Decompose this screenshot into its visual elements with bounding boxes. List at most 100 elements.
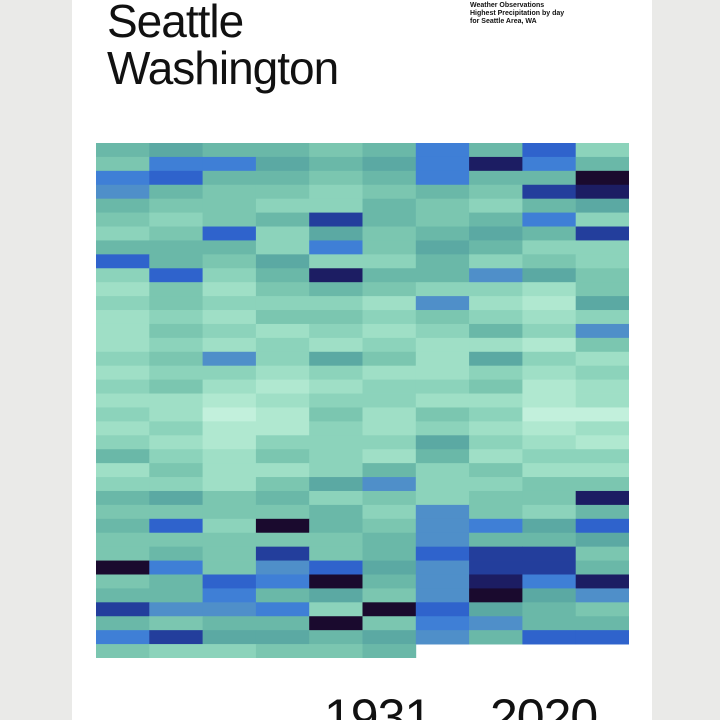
- heatmap-cell: [96, 212, 150, 227]
- heatmap-cell: [202, 323, 257, 339]
- heatmap-cell: [255, 490, 310, 506]
- heatmap-cell: [469, 184, 523, 200]
- heatmap-cell: [202, 616, 257, 631]
- heatmap-cell: [415, 170, 470, 186]
- heatmap-cell: [202, 379, 257, 394]
- heatmap-cell: [362, 393, 417, 408]
- heatmap-cell: [255, 477, 310, 492]
- heatmap-cell: [415, 268, 470, 283]
- heatmap-cell: [575, 477, 629, 492]
- heatmap-cell: [575, 323, 629, 339]
- heatmap-cell: [309, 463, 363, 478]
- heatmap-cell: [469, 393, 523, 408]
- heatmap-cell: [362, 449, 417, 464]
- heatmap-cell: [575, 616, 629, 631]
- heatmap-cell: [149, 365, 203, 381]
- heatmap-cell: [309, 449, 363, 464]
- heatmap-cell: [96, 421, 150, 436]
- heatmap-cell: [469, 449, 523, 464]
- heatmap-cell: [309, 588, 363, 603]
- heatmap-cell: [96, 490, 150, 506]
- heatmap-cell: [469, 435, 523, 450]
- heatmap-cell: [469, 560, 523, 575]
- heatmap-cell: [522, 449, 577, 464]
- heatmap-cell: [522, 268, 577, 283]
- heatmap-cell: [469, 574, 523, 589]
- heatmap-cell: [309, 268, 363, 283]
- heatmap-cell: [362, 143, 417, 158]
- heatmap-cell: [255, 170, 310, 186]
- heatmap-cell: [255, 156, 310, 172]
- heatmap-cell: [202, 212, 257, 227]
- heatmap-cell: [202, 310, 257, 325]
- heatmap-cell: [96, 254, 150, 269]
- heatmap-cell: [255, 504, 310, 520]
- heatmap-cell: [415, 532, 470, 548]
- heatmap-cell: [96, 198, 150, 213]
- heatmap-cell: [469, 546, 523, 561]
- heatmap-cell: [202, 630, 257, 645]
- heatmap-cell: [255, 282, 310, 297]
- heatmap-cell: [149, 407, 203, 422]
- heatmap-cell: [149, 337, 203, 353]
- heatmap-cell: [575, 393, 629, 408]
- heatmap-cell: [522, 616, 577, 631]
- heatmap-cell: [522, 477, 577, 492]
- heatmap-cell: [415, 504, 470, 520]
- heatmap-cell: [309, 407, 363, 422]
- heatmap-cell: [362, 268, 417, 283]
- heatmap-cell: [202, 504, 257, 520]
- heatmap-cell: [309, 282, 363, 297]
- heatmap-cell: [522, 156, 577, 172]
- heatmap-cell: [202, 143, 257, 158]
- heatmap-cell: [202, 296, 257, 311]
- heatmap-cell: [96, 435, 150, 450]
- heatmap-cell: [96, 351, 150, 367]
- heatmap-cell: [96, 574, 150, 589]
- heatmap-cell: [202, 184, 257, 200]
- heatmap-cell: [309, 296, 363, 311]
- heatmap-cell: [202, 463, 257, 478]
- heatmap-cell: [575, 407, 629, 422]
- heatmap-cell: [575, 310, 629, 325]
- heatmap-cell: [255, 421, 310, 436]
- heatmap-cell: [575, 170, 629, 186]
- heatmap-cell: [362, 490, 417, 506]
- heatmap-cell: [362, 184, 417, 200]
- heatmap-cell: [469, 518, 523, 534]
- heatmap-cell: [255, 226, 310, 241]
- heatmap-cell: [522, 282, 577, 297]
- heatmap-cell: [149, 504, 203, 520]
- heatmap-cell: [309, 198, 363, 213]
- heatmap-cell: [575, 365, 629, 381]
- heatmap-cell: [522, 504, 577, 520]
- heatmap-cell: [96, 588, 150, 603]
- heatmap-cell: [309, 616, 363, 631]
- heatmap-cell: [255, 184, 310, 200]
- heatmap-cell: [255, 449, 310, 464]
- heatmap-cell: [362, 226, 417, 241]
- heatmap-cell: [575, 226, 629, 241]
- heatmap-cell: [309, 351, 363, 367]
- heatmap-cell: [522, 351, 577, 367]
- heatmap-cell: [255, 240, 310, 255]
- heatmap-cell: [469, 323, 523, 339]
- heatmap-cell: [522, 463, 577, 478]
- heatmap-cell: [522, 310, 577, 325]
- heatmap-cell: [575, 560, 629, 575]
- heatmap-cell: [309, 337, 363, 353]
- heatmap-cell: [415, 616, 470, 631]
- heatmap-cell: [415, 518, 470, 534]
- heatmap-cell: [469, 282, 523, 297]
- heatmap-cell: [96, 184, 150, 200]
- heatmap-cell: [202, 365, 257, 381]
- heatmap-cell: [522, 365, 577, 381]
- heatmap-cell: [362, 351, 417, 367]
- heatmap-cell: [575, 156, 629, 172]
- heatmap-cell: [522, 546, 577, 561]
- heatmap-cell: [522, 630, 577, 645]
- heatmap-cell: [309, 504, 363, 520]
- heatmap-cell: [415, 574, 470, 589]
- heatmap-cell: [362, 518, 417, 534]
- heatmap-cell: [149, 574, 203, 589]
